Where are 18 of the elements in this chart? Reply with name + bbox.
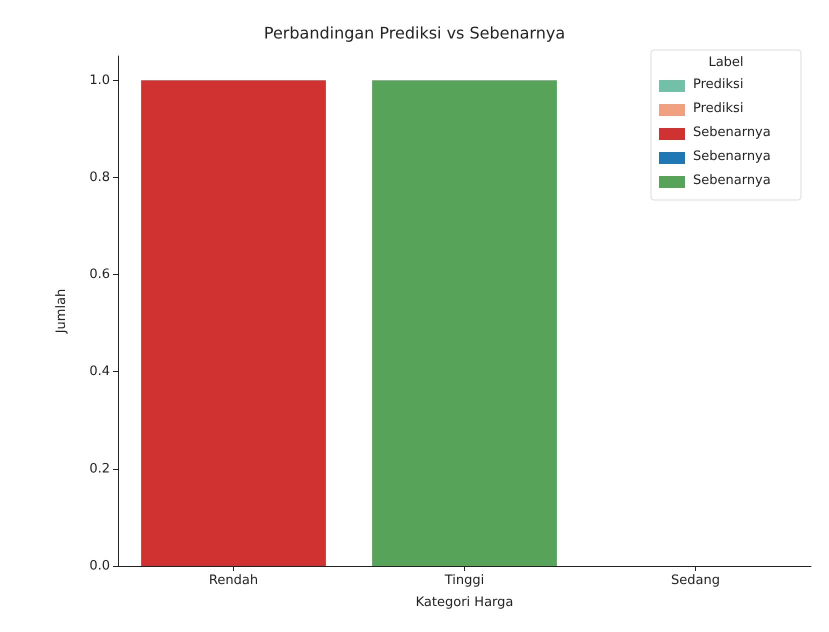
legend-title: Label <box>708 55 744 70</box>
y-tick-label: 0.4 <box>89 364 110 380</box>
x-tick-label: Sedang <box>671 573 720 588</box>
x-tick-label: Rendah <box>208 573 258 588</box>
x-axis-title: Kategori Harga <box>416 595 514 610</box>
legend-label: Sebenarnya <box>693 173 771 188</box>
legend-label: Sebenarnya <box>693 125 771 140</box>
legend-label: Sebenarnya <box>693 149 771 164</box>
y-axis-title: Jumlah <box>54 288 69 334</box>
y-tick-label: 0.6 <box>89 267 110 282</box>
y-tick-label: 0.2 <box>89 461 110 476</box>
y-tick-label: 0.8 <box>89 170 110 185</box>
x-tick-label: Tinggi <box>444 573 484 588</box>
legend-label: Prediksi <box>693 77 744 92</box>
chart-title: Perbandingan Prediksi vs Sebenarnya <box>264 24 566 42</box>
legend-label: Prediksi <box>693 101 744 116</box>
y-tick-label: 0.0 <box>89 558 110 574</box>
y-tick-label: 1.0 <box>89 72 110 88</box>
